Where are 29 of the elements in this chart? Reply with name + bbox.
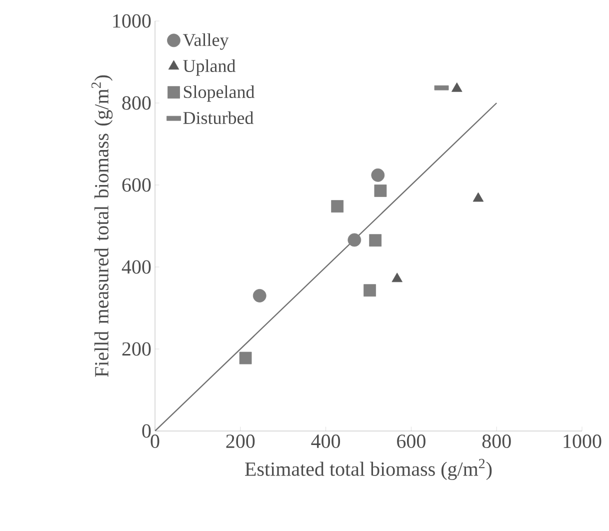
x-tick-label: 600 [397,434,426,448]
point [371,168,385,182]
point [331,200,344,213]
y-tick-label: 200 [122,342,151,356]
point [252,289,266,302]
y-tick-label: 400 [122,260,151,274]
legend-label: Valley [182,33,229,50]
y-axis-title: Fielld measured total biomass (g/m$^{2}$) [91,75,113,377]
y-tick-label: 600 [122,178,151,192]
point [364,284,376,297]
legend-label: Slopeland [184,85,255,102]
point [374,184,387,197]
x-tick-label: 1000 [564,434,602,448]
x-tick-label: 800 [482,434,511,448]
x-tick-label: 200 [226,434,255,448]
x-tick-label: 400 [311,434,340,448]
y-tick-label: 0 [142,424,151,438]
y-tick-label: 800 [122,96,151,110]
y-tick-label: 1000 [113,14,151,28]
point [348,233,362,247]
point [369,234,382,247]
point [472,192,484,202]
x-tick-label: 0 [150,434,160,448]
legend-label: Disturbed [183,111,254,124]
point [392,272,403,282]
x-axis-title: Estimated total biomass (g/m$^{2}$) [245,458,492,480]
point [451,82,462,92]
point [239,352,252,364]
legend-label: Upland [183,59,236,76]
